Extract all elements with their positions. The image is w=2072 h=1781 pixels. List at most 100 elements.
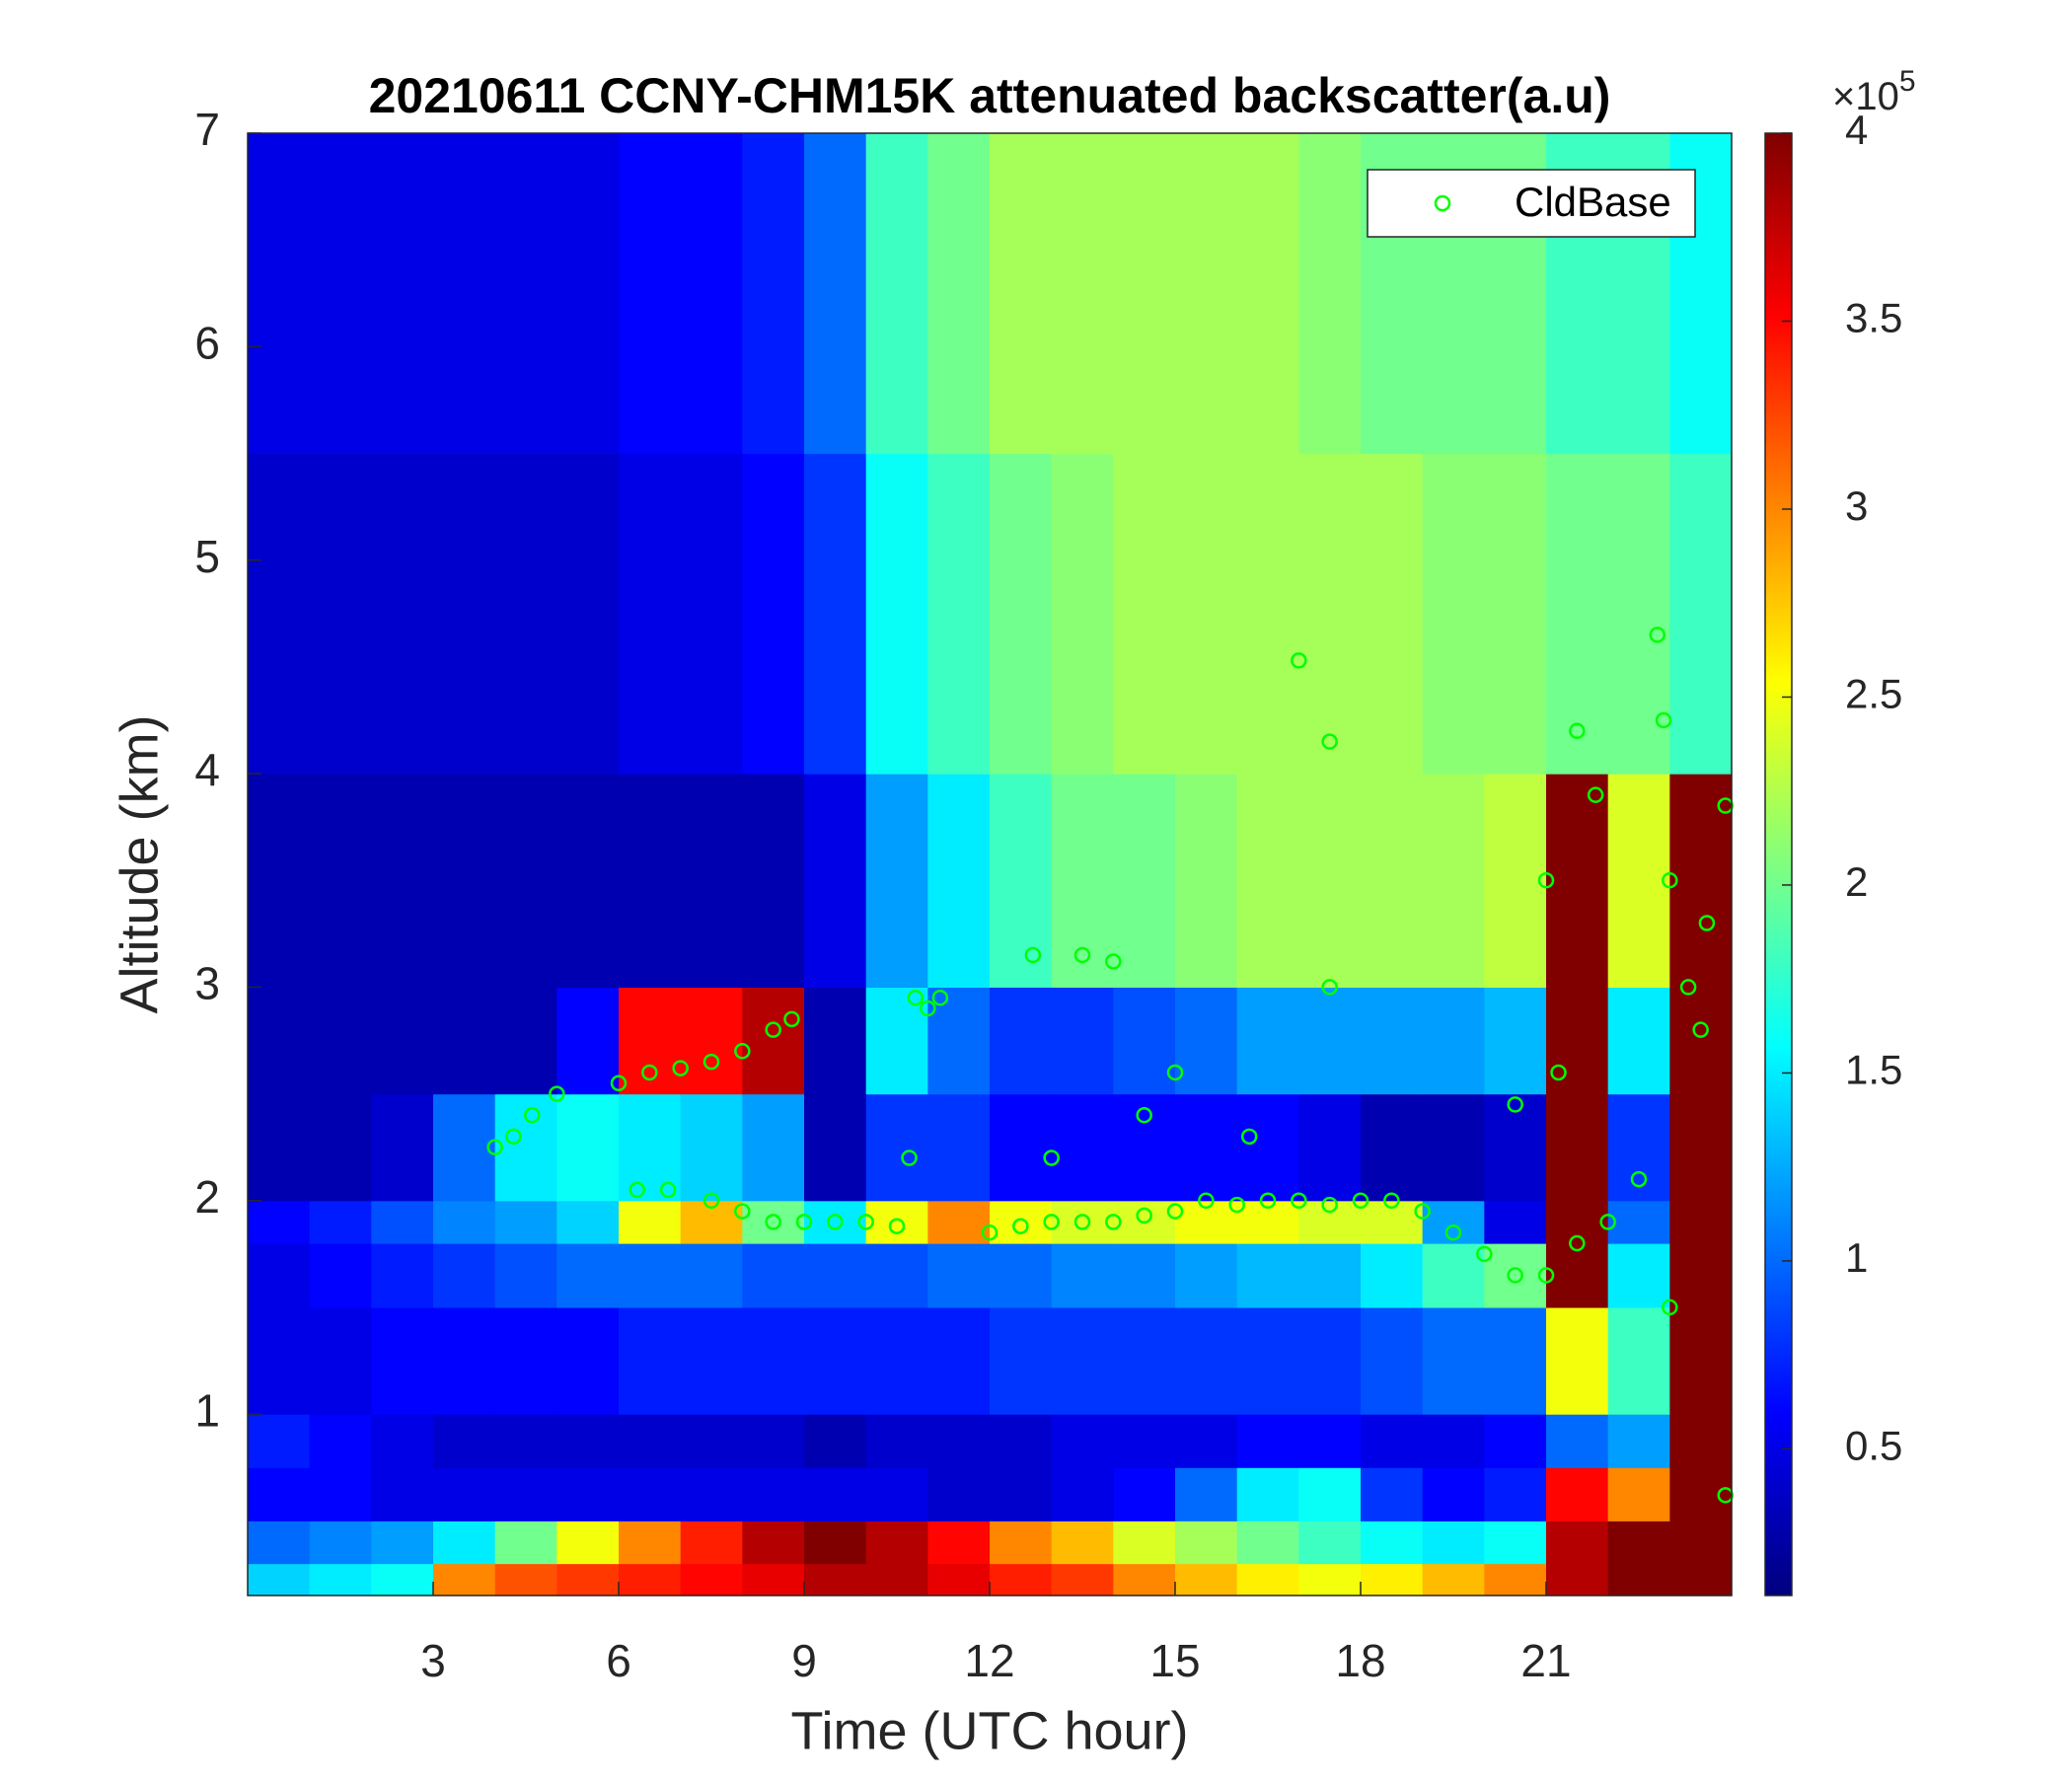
heatmap-cell	[309, 1243, 372, 1308]
heatmap-cell	[1484, 774, 1547, 989]
heatmap-cell	[742, 1093, 805, 1202]
heatmap-cell	[1298, 1563, 1362, 1596]
heatmap-cell	[1422, 774, 1485, 989]
legend-marker	[1434, 194, 1451, 212]
colorbar-multiplier-base: ×10	[1832, 75, 1899, 118]
heatmap-cell	[371, 1563, 434, 1596]
cloud-base-point	[734, 1043, 751, 1060]
heatmap-cell	[371, 133, 434, 455]
cloud-base-point	[703, 1192, 720, 1210]
heatmap-cell	[433, 1467, 496, 1521]
heatmap-cell	[1051, 1467, 1114, 1521]
heatmap-cell	[680, 1467, 743, 1521]
heatmap-cell	[865, 1093, 928, 1202]
cloud-base-point	[672, 1060, 689, 1076]
heatmap-cell	[927, 133, 991, 455]
heatmap-cell	[248, 133, 311, 455]
heatmap-cell	[990, 1200, 1053, 1244]
heatmap-cell	[804, 1521, 867, 1565]
heatmap-cell	[1236, 1414, 1299, 1468]
heatmap-cell	[680, 1243, 743, 1308]
heatmap-cell	[1051, 1306, 1114, 1415]
heatmap-cell	[927, 1200, 991, 1244]
x-tick-label: 18	[1335, 1635, 1385, 1686]
heatmap-cell	[1051, 1200, 1114, 1244]
heatmap-cell	[248, 987, 311, 1095]
heatmap-cell	[804, 1467, 867, 1521]
heatmap-cell	[1484, 1414, 1547, 1468]
heatmap-cell	[680, 1414, 743, 1468]
heatmap-cell	[742, 774, 805, 989]
heatmap-cell	[1361, 1563, 1424, 1596]
y-tick-label: 2	[194, 1171, 220, 1223]
cloud-base-point	[659, 1181, 677, 1199]
heatmap-cell	[1607, 1093, 1670, 1202]
chart-title: 20210611 CCNY-CHM15K attenuated backscat…	[369, 68, 1611, 123]
cloud-base-point	[1321, 1196, 1338, 1214]
heatmap-cell	[1422, 987, 1485, 1095]
heatmap-cell	[1113, 987, 1176, 1095]
heatmap-cell	[309, 987, 372, 1095]
heatmap-cell	[804, 1414, 867, 1468]
heatmap-cell	[1607, 1306, 1670, 1415]
heatmap-cell	[1546, 987, 1609, 1095]
heatmap-cell	[556, 1563, 620, 1596]
heatmap-cell	[990, 453, 1053, 775]
heatmap-cell	[1669, 453, 1733, 775]
heatmap-cell	[1298, 774, 1362, 989]
cloud-base-point	[1537, 1267, 1555, 1284]
cloud-base-point	[1550, 1064, 1567, 1081]
heatmap-cell	[619, 1563, 682, 1596]
heatmap-cell	[927, 1243, 991, 1308]
heatmap-cell	[927, 774, 991, 989]
heatmap-cell	[1175, 1243, 1238, 1308]
heatmap-cell	[1546, 1243, 1609, 1308]
heatmap-cell	[1422, 1521, 1485, 1565]
x-tick-label: 6	[606, 1635, 631, 1686]
cloud-base-point	[1662, 1299, 1678, 1316]
legend-label: CldBase	[1515, 179, 1671, 225]
heatmap-cell	[804, 987, 867, 1095]
heatmap-cell	[248, 453, 311, 775]
heatmap-cell	[1236, 453, 1299, 775]
cloud-base-point	[827, 1214, 844, 1230]
heatmap-cell	[1175, 1414, 1238, 1468]
heatmap-cell	[309, 1521, 372, 1565]
heatmap-cell	[1546, 1563, 1609, 1596]
heatmap-cell	[990, 774, 1053, 989]
cloud-base-point	[1012, 1218, 1029, 1234]
heatmap-cell	[1546, 774, 1609, 989]
x-tick-label: 9	[791, 1635, 817, 1686]
cloud-base-point	[1444, 1224, 1462, 1241]
heatmap-cell	[1175, 987, 1238, 1095]
cloud-base-point	[901, 1150, 918, 1166]
heatmap-cell	[1607, 774, 1670, 989]
heatmap-cell	[1236, 1093, 1299, 1202]
heatmap-cell	[556, 1306, 620, 1415]
heatmap-cell	[371, 1200, 434, 1244]
colorbar-multiplier: ×105	[1832, 65, 1916, 118]
cloud-base-point	[505, 1128, 522, 1146]
heatmap-cell	[742, 1521, 805, 1565]
heatmap-cell	[371, 1467, 434, 1521]
heatmap-cell	[309, 453, 372, 775]
heatmap-cell	[927, 1521, 991, 1565]
cloud-base-point	[734, 1203, 751, 1220]
heatmap-cell	[927, 1563, 991, 1596]
heatmap-cell	[494, 774, 557, 989]
heatmap-cell	[1607, 1467, 1670, 1521]
heatmap-cell	[371, 1521, 434, 1565]
heatmap-cell	[248, 1414, 311, 1468]
heatmap-cell	[371, 1243, 434, 1308]
heatmap-cell	[1361, 774, 1424, 989]
y-tick-label: 6	[194, 318, 220, 369]
heatmap-cell	[1484, 987, 1547, 1095]
heatmap-cell	[248, 774, 311, 989]
cloud-base-point	[1414, 1203, 1431, 1220]
heatmap-cell	[248, 1200, 311, 1244]
cloud-base-point	[795, 1214, 813, 1230]
heatmap-cell	[865, 1467, 928, 1521]
heatmap-cell	[248, 1467, 311, 1521]
cloud-base-point	[1679, 979, 1697, 996]
